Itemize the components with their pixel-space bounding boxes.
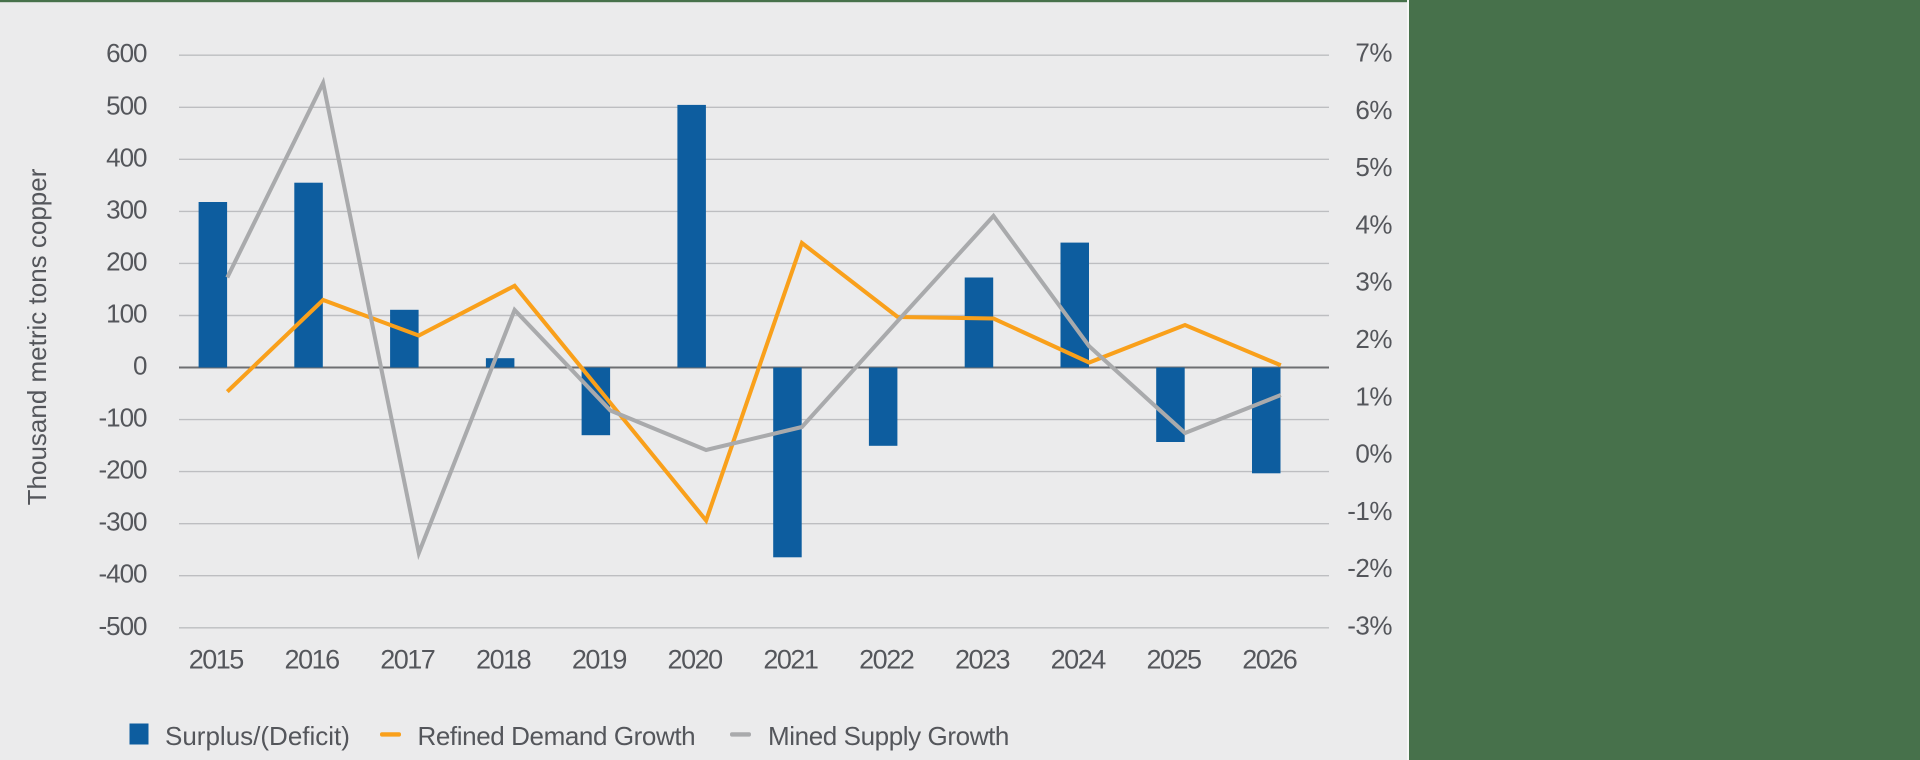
svg-text:Refined Demand Growth: Refined Demand Growth <box>418 721 696 751</box>
svg-text:-500: -500 <box>98 611 147 641</box>
svg-text:2025: 2025 <box>1146 645 1201 675</box>
svg-text:-1%: -1% <box>1347 496 1392 526</box>
svg-text:6%: 6% <box>1355 95 1392 125</box>
svg-text:2016: 2016 <box>285 645 340 675</box>
svg-text:300: 300 <box>106 194 147 224</box>
svg-text:4%: 4% <box>1355 210 1392 240</box>
svg-text:2019: 2019 <box>572 645 627 675</box>
svg-text:100: 100 <box>106 299 147 329</box>
svg-text:2020: 2020 <box>668 645 723 675</box>
svg-text:3%: 3% <box>1355 267 1392 297</box>
svg-text:7%: 7% <box>1355 38 1392 68</box>
svg-text:5%: 5% <box>1355 152 1392 182</box>
svg-text:2022: 2022 <box>859 645 914 675</box>
svg-text:2017: 2017 <box>380 645 435 675</box>
svg-text:-3%: -3% <box>1347 610 1392 640</box>
svg-text:0: 0 <box>133 351 147 381</box>
svg-text:2018: 2018 <box>476 645 531 675</box>
svg-text:Surplus/(Deficit): Surplus/(Deficit) <box>165 721 350 751</box>
svg-text:-400: -400 <box>98 559 147 589</box>
svg-text:2026: 2026 <box>1242 645 1297 675</box>
svg-text:Mined Supply Growth: Mined Supply Growth <box>768 721 1009 751</box>
svg-text:-200: -200 <box>98 455 147 485</box>
svg-text:400: 400 <box>106 142 147 172</box>
svg-text:2015: 2015 <box>189 645 244 675</box>
svg-text:0%: 0% <box>1355 439 1392 469</box>
svg-text:200: 200 <box>106 246 147 276</box>
svg-text:2%: 2% <box>1355 324 1392 354</box>
svg-text:2023: 2023 <box>955 645 1010 675</box>
svg-text:2021: 2021 <box>763 645 818 675</box>
svg-text:-100: -100 <box>98 403 147 433</box>
svg-text:1%: 1% <box>1355 381 1392 411</box>
svg-text:2024: 2024 <box>1051 645 1107 675</box>
svg-text:600: 600 <box>106 38 147 68</box>
svg-text:Thousand metric tons copper: Thousand metric tons copper <box>22 168 52 505</box>
svg-text:-2%: -2% <box>1347 553 1392 583</box>
svg-text:-300: -300 <box>98 507 147 537</box>
svg-text:500: 500 <box>106 90 147 120</box>
